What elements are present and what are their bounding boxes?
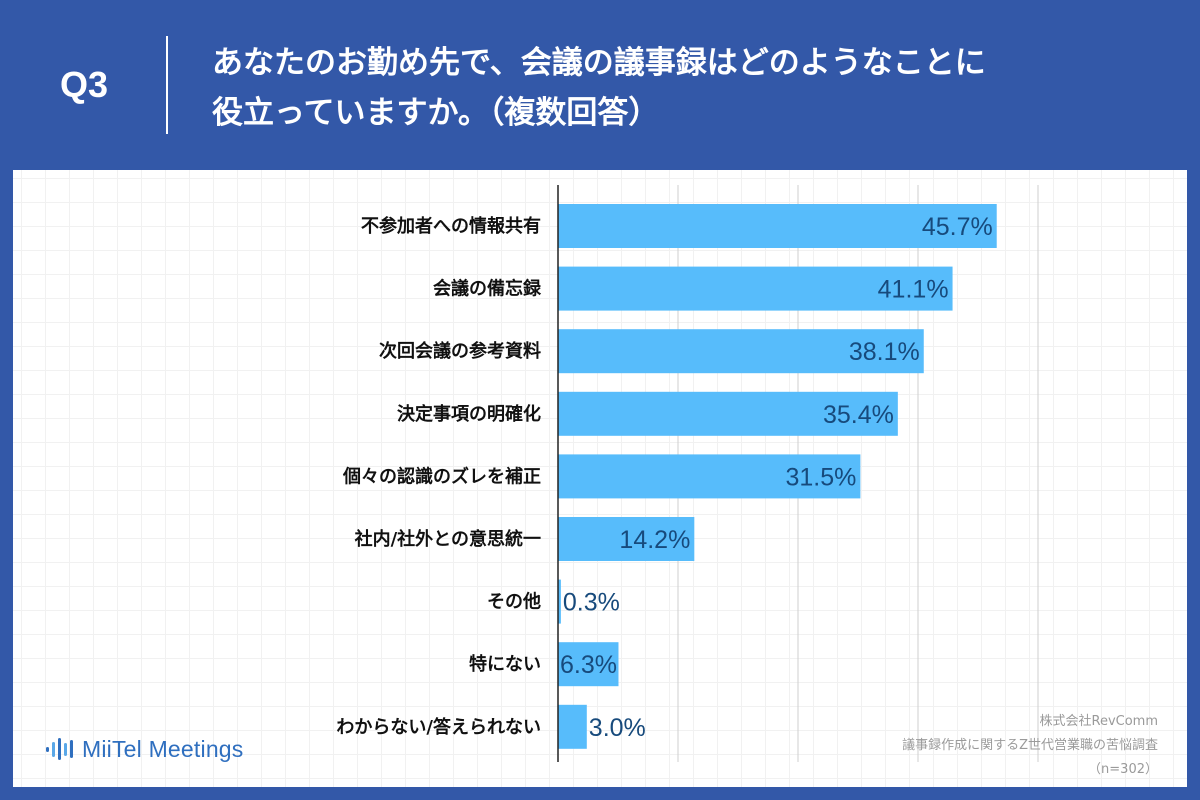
- question-number: Q3: [60, 64, 109, 105]
- category-label: 不参加者への情報共有: [361, 215, 541, 237]
- question-title: あなたのお勤め先で、会議の議事録はどのようなことに 役立っていますか。（複数回答…: [212, 38, 1172, 138]
- sound-wave-icon: [46, 738, 73, 760]
- header-divider: [166, 36, 168, 134]
- category-label: 社内/社外との意思統一: [355, 528, 541, 550]
- bar: [558, 454, 861, 499]
- value-label: 35.4%: [823, 401, 894, 429]
- category-label: わからない/答えられない: [336, 716, 541, 738]
- category-label: 次回会議の参考資料: [379, 340, 541, 362]
- question-title-line-1: あなたのお勤め先で、会議の議事録はどのようなことに: [212, 45, 986, 81]
- bar: [558, 204, 997, 248]
- bar: [558, 517, 695, 561]
- value-label: 38.1%: [849, 338, 920, 366]
- miitel-logo: MiiTel Meetings: [46, 734, 244, 764]
- bar: [558, 266, 953, 311]
- question-title-line-2: 役立っていますか。（複数回答）: [212, 95, 660, 131]
- bar: [558, 642, 619, 687]
- bar: [558, 704, 587, 749]
- source-company: 株式会社RevComm: [1039, 714, 1159, 729]
- header: Q3 あなたのお勤め先で、会議の議事録はどのようなことに 役立っていますか。（複…: [0, 0, 1200, 168]
- source-survey: 議事録作成に関するZ世代営業職の苦悩調査: [902, 738, 1158, 753]
- value-label: 3.0%: [589, 714, 646, 742]
- source-note: 株式会社RevComm 議事録作成に関するZ世代営業職の苦悩調査 （n=302）: [902, 710, 1158, 782]
- value-label: 6.3%: [560, 651, 617, 679]
- logo-text: MiiTel Meetings: [82, 735, 244, 762]
- value-label: 0.3%: [563, 589, 620, 617]
- value-label: 41.1%: [878, 276, 949, 304]
- bar: [558, 329, 924, 374]
- value-label: 14.2%: [619, 526, 690, 554]
- value-label: 31.5%: [786, 463, 857, 491]
- bar: [558, 391, 898, 436]
- category-label: 個々の認識のズレを補正: [342, 465, 541, 487]
- category-label: 決定事項の明確化: [397, 403, 541, 425]
- category-label: 特にない: [469, 653, 541, 675]
- category-label: 会議の備忘録: [433, 278, 542, 300]
- source-sample: （n=302）: [1088, 762, 1158, 777]
- category-label: その他: [487, 591, 541, 613]
- value-label: 45.7%: [922, 213, 993, 241]
- bar: [558, 579, 561, 624]
